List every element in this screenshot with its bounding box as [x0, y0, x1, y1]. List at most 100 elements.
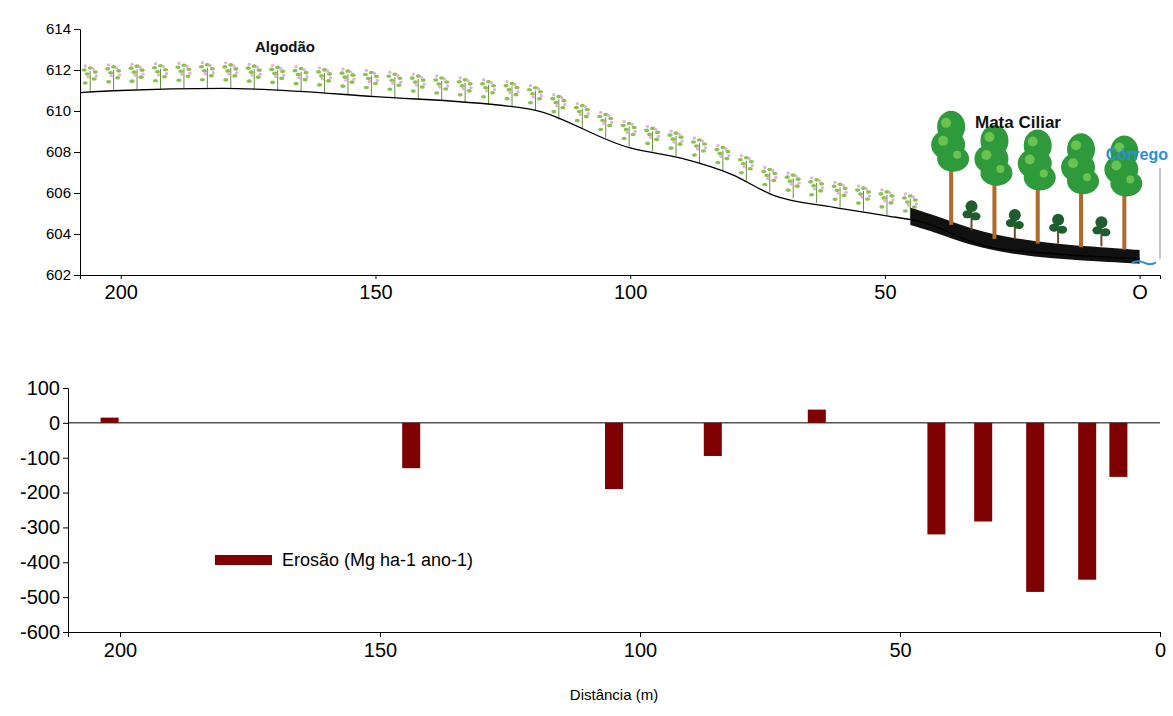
tree-highlight [984, 132, 994, 142]
plant-flower [513, 83, 516, 86]
tick-label: 604 [46, 225, 71, 242]
plant-flower [341, 67, 344, 70]
plant-leaf [913, 198, 918, 202]
plant-leaf [811, 184, 816, 188]
plant-stem [301, 72, 302, 92]
plant-leaf [631, 133, 636, 137]
tick: 50 [874, 275, 896, 303]
tick: 0 [49, 412, 68, 434]
shrub-crown [1057, 226, 1067, 234]
plant-leaf [553, 101, 558, 105]
plant-flower [833, 181, 836, 184]
plant-flower [607, 114, 610, 117]
plant-flower [224, 61, 227, 64]
axis: -600-500-400-300-200-1000100 [20, 377, 69, 643]
axis-line [69, 633, 1161, 638]
plant-flower [766, 177, 769, 180]
tick-mark [1160, 632, 1161, 637]
plant-leaf [303, 71, 308, 75]
plant-flower [907, 203, 910, 206]
plant-flower [915, 202, 918, 205]
plant-leaf [490, 91, 495, 95]
plant-flower [180, 73, 183, 76]
plant-flower [256, 65, 259, 68]
plant-flower [798, 181, 801, 184]
plant-flower [795, 174, 798, 177]
plant-leaf [741, 162, 746, 166]
plant-flower [141, 72, 144, 75]
cotton-plant [644, 125, 660, 152]
plant-leaf [129, 79, 134, 83]
tick-mark [63, 527, 68, 528]
plant-leaf [223, 78, 228, 82]
plant-leaf [786, 188, 791, 192]
shrub [963, 200, 981, 230]
legend-swatch [215, 555, 272, 565]
tree-highlight [1071, 140, 1081, 150]
plant-leaf [82, 68, 87, 72]
plant-leaf [199, 65, 204, 69]
axis-title: Distância (m) [570, 686, 658, 703]
plant-stem [582, 109, 583, 129]
cotton-plant [152, 62, 168, 89]
plant-flower [622, 120, 625, 123]
plant-flower [115, 66, 118, 69]
plant-leaf [411, 89, 416, 93]
tick: 602 [46, 266, 80, 283]
plant-flower [188, 72, 191, 75]
cotton-plant [339, 67, 355, 94]
plant-leaf [585, 108, 590, 112]
axis: 602604606608610612614 [46, 20, 81, 283]
plant-leaf [841, 194, 846, 198]
plot-area [80, 61, 1156, 264]
tick-mark [74, 70, 80, 71]
plant-leaf [139, 68, 144, 72]
tick: 50 [889, 632, 911, 661]
plant-stem [722, 151, 723, 171]
plant-flower [423, 82, 426, 85]
axis: 200150100500 [69, 632, 1167, 661]
plant-leaf [138, 75, 143, 79]
plant-leaf [902, 196, 907, 200]
bar [808, 410, 826, 423]
plant-leaf [866, 190, 871, 194]
tick-mark [74, 111, 80, 112]
plant-flower [587, 112, 590, 115]
plant-flower [680, 139, 683, 142]
plant-stem [652, 131, 653, 151]
cotton-plant [199, 61, 215, 88]
plant-leaf [185, 74, 190, 78]
plant-flower [110, 74, 113, 77]
tick-mark [63, 632, 68, 633]
plant-flower [94, 74, 97, 77]
plant-leaf [739, 171, 744, 175]
tick: 100 [624, 632, 657, 661]
cotton-plant [808, 176, 824, 203]
plant-stem [629, 127, 630, 147]
tick: 100 [614, 275, 647, 303]
bar [974, 423, 992, 522]
tick-mark [63, 597, 68, 598]
plant-leaf [725, 150, 730, 154]
plant-flower [883, 199, 886, 202]
plant-leaf [748, 167, 753, 171]
tick: 100 [27, 377, 68, 399]
cotton-plant [269, 64, 285, 91]
plant-leaf [269, 68, 274, 72]
plant-flower [787, 171, 790, 174]
plant-leaf [93, 70, 98, 74]
plant-flower [844, 191, 847, 194]
plant-flower [232, 64, 235, 67]
plant-leaf [889, 194, 894, 198]
plant-flower [412, 72, 415, 75]
plant-stem [676, 136, 677, 156]
cotton-plant [597, 111, 613, 138]
plant-flower [669, 129, 672, 132]
plant-leaf [280, 70, 285, 74]
plant-flower [458, 76, 461, 79]
plant-flower [274, 75, 277, 78]
plant-flower [560, 96, 563, 99]
plant-leaf [537, 97, 542, 101]
bar [927, 423, 945, 535]
plant-stem [746, 161, 747, 181]
